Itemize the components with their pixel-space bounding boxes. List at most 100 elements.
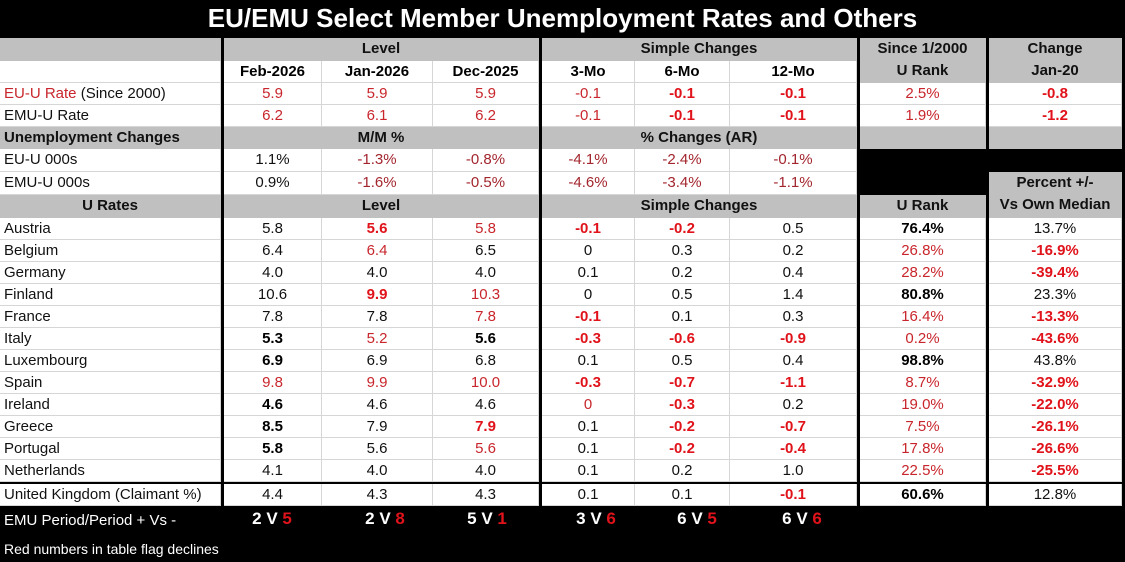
tally-plus: 2 bbox=[365, 509, 375, 528]
changes-header-ar: % Changes (AR) bbox=[542, 127, 857, 149]
country-cell: 0.1 bbox=[542, 460, 635, 482]
changes-header-blank-2 bbox=[989, 127, 1122, 149]
header-u-rank-line-1: Since 1/2000 bbox=[877, 40, 968, 57]
country-cell: 0 bbox=[542, 240, 635, 262]
country-cell: 8.5 bbox=[224, 416, 322, 438]
country-cell: 6.9 bbox=[322, 350, 433, 372]
country-cell: -0.2 bbox=[635, 218, 730, 240]
uk-cell: 4.3 bbox=[433, 484, 539, 506]
tally-plus: 2 bbox=[252, 509, 262, 528]
country-cell: 4.0 bbox=[433, 262, 539, 284]
country-cell: 7.8 bbox=[322, 306, 433, 328]
country-cell: -32.9% bbox=[989, 372, 1122, 394]
tally-minus: 8 bbox=[395, 509, 405, 528]
country-cell: 9.9 bbox=[322, 284, 433, 306]
changes-row-label: EU-U 000s bbox=[0, 149, 221, 172]
column-header: 6-Mo bbox=[635, 61, 730, 83]
changes-cell: 1.1% bbox=[224, 149, 322, 172]
changes-header-label: Unemployment Changes bbox=[0, 127, 221, 149]
country-cell: 17.8% bbox=[860, 438, 986, 460]
rates-header-simple: Simple Changes bbox=[542, 195, 857, 218]
column-header: Jan-2026 bbox=[322, 61, 433, 83]
country-name: Portugal bbox=[0, 438, 221, 460]
tally-minus: 5 bbox=[282, 509, 292, 528]
country-cell: 5.6 bbox=[433, 438, 539, 460]
footer-tally: 3 V 6 bbox=[556, 509, 636, 529]
country-cell: 6.9 bbox=[224, 350, 322, 372]
changes-row-label: EMU-U 000s bbox=[0, 172, 221, 195]
country-cell: 80.8% bbox=[860, 284, 986, 306]
country-cell: 6.5 bbox=[433, 240, 539, 262]
country-cell: 10.6 bbox=[224, 284, 322, 306]
country-name: Austria bbox=[0, 218, 221, 240]
tally-vs: V bbox=[796, 509, 808, 528]
country-cell: -25.5% bbox=[989, 460, 1122, 482]
tally-minus: 6 bbox=[606, 509, 616, 528]
summary-row-label: EU-U Rate (Since 2000) bbox=[0, 83, 221, 105]
country-cell: -0.3 bbox=[635, 394, 730, 416]
country-cell: 0.1 bbox=[542, 262, 635, 284]
country-cell: 0.2 bbox=[635, 262, 730, 284]
summary-cell: 6.2 bbox=[433, 105, 539, 127]
uk-cell: 0.1 bbox=[542, 484, 635, 506]
country-cell: 6.4 bbox=[322, 240, 433, 262]
country-cell: 0.1 bbox=[542, 416, 635, 438]
tally-vs: V bbox=[590, 509, 602, 528]
rates-header-label: U Rates bbox=[0, 195, 221, 218]
changes-cell: -4.6% bbox=[542, 172, 635, 195]
country-cell: 10.0 bbox=[433, 372, 539, 394]
country-cell: 7.9 bbox=[322, 416, 433, 438]
country-cell: 5.8 bbox=[224, 218, 322, 240]
rate-label: EMU-U Rate bbox=[4, 107, 90, 124]
column-header: Feb-2026 bbox=[224, 61, 322, 83]
country-cell: -0.7 bbox=[730, 416, 857, 438]
country-cell: -0.4 bbox=[730, 438, 857, 460]
country-cell: 0.1 bbox=[542, 350, 635, 372]
country-cell: 5.8 bbox=[433, 218, 539, 240]
footer-tally: 6 V 5 bbox=[657, 509, 737, 529]
country-cell: -0.3 bbox=[542, 328, 635, 350]
summary-cell: 1.9% bbox=[860, 105, 986, 127]
country-cell: 6.8 bbox=[433, 350, 539, 372]
country-cell: 4.6 bbox=[322, 394, 433, 416]
country-name: Ireland bbox=[0, 394, 221, 416]
footer-tally: 2 V 5 bbox=[232, 509, 312, 529]
tally-minus: 6 bbox=[812, 509, 822, 528]
country-cell: 5.6 bbox=[322, 218, 433, 240]
country-cell: 98.8% bbox=[860, 350, 986, 372]
country-cell: 7.8 bbox=[433, 306, 539, 328]
country-cell: 43.8% bbox=[989, 350, 1122, 372]
country-cell: 28.2% bbox=[860, 262, 986, 284]
country-name: Spain bbox=[0, 372, 221, 394]
summary-cell: -0.1 bbox=[635, 105, 730, 127]
summary-cell: 5.9 bbox=[433, 83, 539, 105]
country-cell: 0.2 bbox=[730, 240, 857, 262]
uk-cell: 60.6% bbox=[860, 484, 986, 506]
header-u-rank: Since 1/2000 U Rank bbox=[860, 38, 986, 83]
country-cell: 4.0 bbox=[433, 460, 539, 482]
header-percent-vs-median-line-1: Percent +/- bbox=[1016, 174, 1094, 191]
rates-header-rank: U Rank bbox=[860, 195, 986, 218]
column-header: 3-Mo bbox=[542, 61, 635, 83]
country-cell: 7.5% bbox=[860, 416, 986, 438]
country-cell: 23.3% bbox=[989, 284, 1122, 306]
country-cell: 0.5 bbox=[730, 218, 857, 240]
country-cell: 9.9 bbox=[322, 372, 433, 394]
rate-label: EU-U Rate bbox=[4, 85, 77, 102]
tally-minus: 1 bbox=[497, 509, 507, 528]
country-cell: 4.6 bbox=[433, 394, 539, 416]
footer-tally: 5 V 1 bbox=[447, 509, 527, 529]
summary-cell: -0.1 bbox=[542, 105, 635, 127]
changes-cell: -0.8% bbox=[433, 149, 539, 172]
country-cell: 4.0 bbox=[322, 460, 433, 482]
country-name: Germany bbox=[0, 262, 221, 284]
country-cell: 4.1 bbox=[224, 460, 322, 482]
summary-cell: -0.1 bbox=[635, 83, 730, 105]
uk-row-name: United Kingdom (Claimant %) bbox=[0, 484, 221, 506]
country-cell: -13.3% bbox=[989, 306, 1122, 328]
country-cell: -39.4% bbox=[989, 262, 1122, 284]
changes-header-blank bbox=[860, 127, 986, 149]
column-header: Dec-2025 bbox=[433, 61, 539, 83]
tally-vs: V bbox=[481, 509, 493, 528]
country-cell: 5.6 bbox=[433, 328, 539, 350]
